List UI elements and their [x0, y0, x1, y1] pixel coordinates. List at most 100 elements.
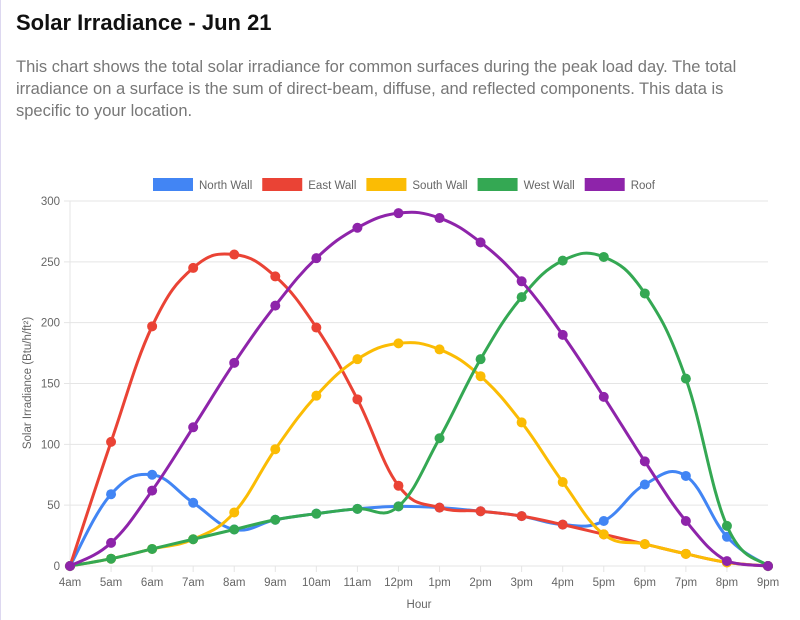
x-tick-label: 4am: [59, 577, 81, 589]
west-wall-point: [352, 503, 363, 514]
x-tick-label: 11am: [343, 577, 371, 589]
legend-item-west-wall[interactable]: West Wall: [477, 178, 575, 192]
x-tick-label: 9pm: [757, 577, 779, 589]
west-wall-point: [188, 534, 199, 545]
series-east-wall: [65, 249, 773, 571]
roof-point: [434, 213, 445, 224]
south-wall-point: [475, 371, 486, 382]
south-wall-point: [516, 417, 527, 428]
east-wall-point: [106, 436, 117, 447]
east-wall-line: [68, 252, 769, 568]
roof-point: [65, 561, 75, 571]
x-tick-label: 3pm: [510, 577, 532, 589]
legend-label: West Wall: [524, 180, 575, 192]
east-wall-point: [393, 480, 404, 491]
roof-point: [516, 276, 527, 287]
west-wall-point: [516, 292, 527, 303]
x-axis-label: Hour: [407, 599, 432, 611]
roof-point: [557, 329, 568, 340]
north-wall-point: [106, 489, 117, 500]
north-wall-point: [147, 469, 158, 480]
east-wall-point: [270, 271, 281, 282]
west-wall-point: [557, 255, 568, 266]
south-wall-point: [639, 539, 650, 550]
page-title: Solar Irradiance - Jun 21: [16, 10, 272, 35]
series-north-wall: [65, 469, 773, 571]
x-tick-label: 5am: [100, 577, 122, 589]
east-wall-point: [352, 394, 363, 405]
south-wall-point: [311, 390, 322, 401]
legend-item-north-wall[interactable]: North Wall: [153, 178, 252, 192]
series-west-wall: [65, 251, 773, 571]
east-wall-point: [557, 519, 568, 530]
x-tick-label: 9am: [264, 577, 286, 589]
south-wall-point: [680, 548, 691, 559]
north-wall-line: [68, 470, 769, 568]
x-tick-label: 12pm: [384, 577, 413, 589]
y-tick-label: 0: [54, 561, 60, 573]
x-tick-label: 2pm: [469, 577, 491, 589]
west-wall-point: [270, 514, 281, 525]
legend-item-east-wall[interactable]: East Wall: [262, 178, 356, 192]
east-wall-point: [188, 262, 199, 273]
y-tick-label: 200: [41, 318, 60, 330]
y-tick-label: 300: [41, 196, 60, 208]
north-wall-point: [680, 470, 691, 481]
x-tick-label: 8am: [223, 577, 245, 589]
legend-swatch: [366, 178, 407, 191]
north-wall-point: [639, 479, 650, 490]
south-wall-point: [434, 344, 445, 355]
roof-point: [393, 208, 404, 219]
legend-swatch: [262, 178, 303, 191]
legend-label: North Wall: [199, 180, 252, 192]
y-tick-label: 150: [41, 379, 60, 391]
roof-point: [311, 253, 322, 264]
south-wall-point: [270, 444, 281, 455]
roof-point: [721, 556, 732, 567]
legend-item-south-wall[interactable]: South Wall: [366, 178, 468, 192]
legend-label: South Wall: [412, 180, 467, 192]
x-tick-label: 8pm: [716, 577, 738, 589]
series-south-wall: [65, 338, 773, 571]
x-tick-label: 4pm: [552, 577, 574, 589]
east-wall-point: [229, 249, 240, 260]
y-axis-label: Solar Irradiance (Btu/h/ft²): [22, 317, 34, 449]
chart-description: This chart shows the total solar irradia…: [16, 58, 737, 120]
east-wall-point: [434, 502, 445, 513]
roof-point: [270, 300, 281, 311]
x-tick-label: 7pm: [675, 577, 697, 589]
west-wall-point: [434, 433, 445, 444]
legend-swatch: [477, 178, 518, 191]
roof-point: [188, 422, 199, 433]
roof-point: [352, 222, 363, 233]
west-wall-point: [680, 373, 691, 384]
roof-point: [106, 537, 117, 548]
legend-label: Roof: [631, 180, 656, 192]
legend-item-roof[interactable]: Roof: [584, 178, 656, 192]
y-tick-label: 50: [47, 500, 60, 512]
east-wall-point: [147, 321, 158, 332]
south-wall-point: [229, 507, 240, 518]
south-wall-point: [393, 338, 404, 349]
x-tick-label: 10am: [302, 577, 331, 589]
roof-point: [475, 237, 486, 248]
x-tick-label: 1pm: [428, 577, 450, 589]
legend-label: East Wall: [308, 180, 356, 192]
west-wall-point: [147, 543, 158, 554]
y-tick-label: 100: [41, 439, 60, 451]
roof-point: [147, 485, 158, 496]
west-wall-point: [393, 501, 404, 512]
north-wall-point: [188, 497, 199, 508]
west-wall-point: [475, 354, 486, 365]
west-wall-point: [598, 251, 609, 262]
south-wall-point: [352, 354, 363, 365]
west-wall-point: [721, 520, 732, 531]
west-wall-line: [69, 251, 770, 568]
east-wall-point: [311, 322, 322, 333]
north-wall-point: [598, 515, 609, 526]
roof-line: [69, 210, 769, 568]
legend-swatch: [584, 178, 625, 191]
x-tick-label: 5pm: [593, 577, 615, 589]
west-wall-point: [311, 508, 322, 519]
